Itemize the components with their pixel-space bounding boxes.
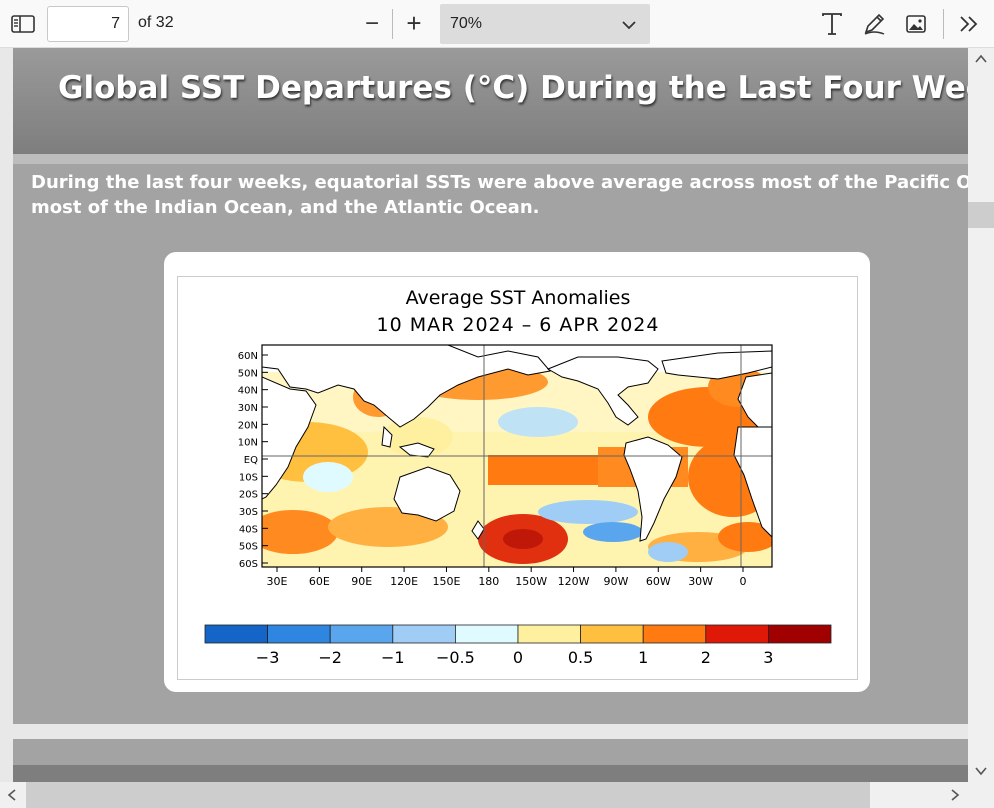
page-count: of 32 bbox=[138, 14, 174, 31]
x-tick-label: 150W bbox=[515, 575, 547, 588]
horizontal-scrollbar-thumb[interactable] bbox=[26, 782, 870, 808]
x-tick-label: 120E bbox=[390, 575, 418, 588]
x-tick-label: 150E bbox=[432, 575, 460, 588]
y-tick-label: 30S bbox=[239, 507, 258, 518]
image-icon[interactable] bbox=[902, 10, 930, 38]
colorbar-label: −1 bbox=[381, 648, 405, 667]
y-tick-label: EQ bbox=[244, 455, 258, 466]
y-tick-label: 60S bbox=[239, 559, 258, 570]
slide-header: Global SST Departures (°C) During the La… bbox=[13, 48, 968, 154]
sidebar-icon[interactable] bbox=[10, 12, 36, 36]
toolbar-separator bbox=[943, 9, 944, 39]
colorbar-label: 2 bbox=[701, 648, 711, 667]
toolbar-separator bbox=[392, 9, 393, 39]
y-tick-label: 40S bbox=[239, 524, 258, 535]
colorbar-label: 3 bbox=[763, 648, 773, 667]
vertical-scrollbar-thumb[interactable] bbox=[968, 202, 994, 228]
chart-title: Average SST Anomalies bbox=[406, 287, 631, 309]
colorbar-swatch bbox=[768, 624, 832, 644]
slide-title: Global SST Departures (°C) During the La… bbox=[58, 70, 968, 106]
scroll-down-icon[interactable] bbox=[975, 764, 987, 780]
x-tick-label: 0 bbox=[740, 575, 747, 588]
x-tick-label: 60E bbox=[309, 575, 330, 588]
slide-body-line-1: During the last four weeks, equatorial S… bbox=[31, 172, 968, 193]
colorbar-swatch bbox=[267, 624, 331, 644]
text-icon[interactable] bbox=[818, 10, 846, 38]
y-tick-label: 20N bbox=[238, 420, 258, 431]
sst-anomaly-figure: Average SST Anomalies 10 MAR 2024 – 6 AP… bbox=[177, 276, 858, 680]
y-tick-label: 10N bbox=[238, 438, 258, 449]
more-icon[interactable] bbox=[956, 12, 982, 36]
sst-anomaly-chart: Average SST Anomalies 10 MAR 2024 – 6 AP… bbox=[204, 287, 832, 667]
next-slide-page bbox=[13, 739, 968, 782]
vertical-scrollbar[interactable] bbox=[968, 48, 994, 782]
document-viewport[interactable]: Global SST Departures (°C) During the La… bbox=[0, 48, 968, 782]
y-tick-label: 60N bbox=[238, 351, 258, 362]
y-tick-label: 50S bbox=[239, 542, 258, 553]
y-tick-label: 50N bbox=[238, 368, 258, 379]
colorbar-swatch bbox=[642, 624, 707, 644]
colorbar-label: 0.5 bbox=[568, 648, 593, 667]
x-tick-label: 30E bbox=[267, 575, 288, 588]
draw-icon[interactable] bbox=[860, 10, 888, 38]
x-tick-label: 30W bbox=[688, 575, 713, 588]
colorbar-label: −2 bbox=[318, 648, 342, 667]
zoom-value: 70% bbox=[450, 15, 483, 32]
map-border bbox=[261, 344, 773, 568]
y-tick-label: 40N bbox=[238, 386, 258, 397]
x-tick-label: 90W bbox=[603, 575, 628, 588]
colorbar-swatch bbox=[204, 624, 268, 644]
y-tick-label: 30N bbox=[238, 403, 258, 414]
x-tick-label: 60W bbox=[646, 575, 671, 588]
y-tick-label: 10S bbox=[239, 472, 258, 483]
colorbar-swatch bbox=[705, 624, 769, 644]
sst-map bbox=[262, 345, 772, 567]
y-axis-ticks: 60N 50N 40N 30N 20N 10N EQ 10S 20S 30S 40S 50S 60S bbox=[238, 351, 268, 570]
colorbar-swatch bbox=[517, 624, 581, 644]
colorbar-label: 1 bbox=[638, 648, 648, 667]
chart-subtitle: 10 MAR 2024 – 6 APR 2024 bbox=[377, 314, 660, 336]
pdf-toolbar: of 32 − + 70% bbox=[0, 0, 994, 48]
colorbar: −3 −2 −1 −0.5 0 0.5 1 2 3 bbox=[204, 624, 832, 667]
zoom-out-button[interactable]: − bbox=[364, 10, 379, 37]
figure-card: Average SST Anomalies 10 MAR 2024 – 6 AP… bbox=[164, 252, 870, 692]
chevron-down-icon bbox=[622, 17, 636, 35]
next-slide-header bbox=[13, 765, 968, 782]
scroll-left-icon[interactable] bbox=[7, 789, 17, 805]
x-axis-ticks: 30E 60E 90E 120E 150E 180 150W 120W 90W 60W 30W 0 bbox=[267, 567, 747, 588]
slide-body-line-2: most of the Indian Ocean, and the Atlant… bbox=[31, 197, 540, 218]
colorbar-label: 0 bbox=[513, 648, 523, 667]
x-tick-label: 180 bbox=[478, 575, 499, 588]
x-tick-label: 90E bbox=[351, 575, 372, 588]
colorbar-label: −0.5 bbox=[436, 648, 475, 667]
slide-body-text: During the last four weeks, equatorial S… bbox=[31, 170, 968, 220]
scroll-right-icon[interactable] bbox=[950, 789, 960, 805]
y-tick-label: 20S bbox=[239, 490, 258, 501]
colorbar-swatch bbox=[329, 624, 394, 644]
slide-page: Global SST Departures (°C) During the La… bbox=[13, 48, 968, 724]
page-number-input[interactable] bbox=[47, 6, 129, 42]
colorbar-swatch bbox=[580, 624, 644, 644]
slide-band bbox=[13, 154, 968, 164]
scroll-up-icon[interactable] bbox=[975, 52, 987, 68]
x-tick-label: 120W bbox=[558, 575, 590, 588]
zoom-in-button[interactable]: + bbox=[406, 7, 422, 38]
colorbar-swatch bbox=[392, 624, 456, 644]
colorbar-label: −3 bbox=[256, 648, 280, 667]
zoom-select[interactable]: 70% bbox=[440, 4, 650, 44]
colorbar-swatch bbox=[454, 624, 519, 644]
